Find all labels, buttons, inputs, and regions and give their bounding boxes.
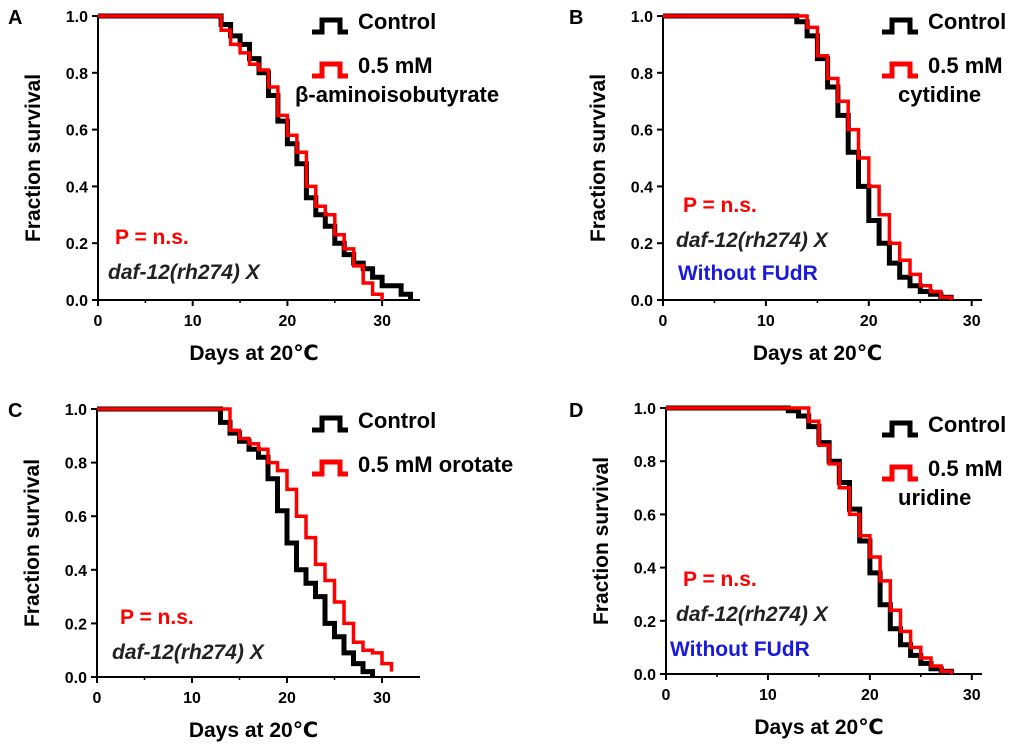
y-tick-label: 0.6: [634, 507, 656, 524]
legend-swatch: [312, 61, 348, 79]
x-tick-label: 30: [963, 687, 981, 704]
annotation-1: P = n.s.: [120, 606, 194, 629]
y-tick-label: 1.0: [631, 9, 653, 26]
y-tick-label: 0.8: [634, 454, 656, 471]
legend-label: 0.5 mM: [928, 53, 1003, 78]
x-tick-label: 20: [860, 313, 878, 330]
y-axis-title: Fraction survival: [587, 74, 610, 242]
x-tick-label: 10: [759, 687, 777, 704]
x-tick-label: 20: [279, 313, 297, 330]
legend-swatch: [882, 420, 918, 438]
x-axis-title: Days at 20℃: [189, 719, 318, 742]
y-tick-label: 0.2: [634, 614, 656, 631]
y-tick-label: 0.0: [634, 667, 656, 684]
y-tick-label: 0.4: [631, 179, 653, 196]
panel-d: D 0.0 0.2 0.4 0.6 0.8 1.0 0 10 20 30 Days at 20℃ Fra…: [569, 400, 1006, 739]
annotation-2: daf-12(rh274) X: [108, 261, 262, 284]
legend-label-line2: cytidine: [898, 82, 981, 107]
legend-label: Control: [358, 408, 436, 433]
annotation-2: daf-12(rh274) X: [676, 603, 830, 626]
panel-c: C 0.0 0.2 0.4 0.6 0.8 1.0 0 10 20 30 Days at 20℃ Fra…: [8, 400, 513, 742]
y-tick-label: 0.4: [65, 563, 87, 580]
series-control-line: [97, 406, 375, 677]
legend-swatch: [312, 415, 348, 433]
legend-swatch: [882, 17, 918, 35]
y-axis-title: Fraction survival: [590, 457, 613, 625]
y-tick-label: 0.0: [631, 293, 653, 310]
annotation-2: daf-12(rh274) X: [676, 229, 830, 252]
annotation-3: Without FUdR: [670, 638, 810, 661]
y-tick-label: 0.2: [66, 236, 88, 253]
annotation-1: P = n.s.: [683, 568, 757, 591]
y-tick-label: 0.4: [66, 179, 88, 196]
legend-label-line2: uridine: [898, 485, 971, 510]
y-tick-label: 0.6: [66, 123, 88, 140]
panel-letter: D: [569, 400, 583, 422]
y-tick-label: 0.6: [631, 123, 653, 140]
y-tick-label: 1.0: [66, 9, 88, 26]
x-axis-title: Days at 20℃: [754, 716, 883, 739]
series-treatment-line: [663, 14, 953, 300]
series-treatment-line: [666, 406, 954, 674]
legend-swatch: [882, 464, 918, 482]
series-control-line: [98, 13, 413, 300]
annotation-3: Without FUdR: [678, 262, 818, 285]
y-tick-label: 0.6: [65, 509, 87, 526]
y-tick-label: 0.8: [631, 66, 653, 83]
x-tick-label: 20: [278, 690, 296, 707]
x-tick-label: 0: [659, 313, 668, 330]
y-tick-label: 0.0: [66, 293, 88, 310]
x-tick-label: 0: [662, 687, 671, 704]
panel-letter: A: [8, 7, 22, 29]
legend-swatch: [312, 17, 348, 35]
y-tick-label: 1.0: [634, 401, 656, 418]
legend-swatch: [312, 459, 348, 477]
x-tick-label: 0: [93, 690, 102, 707]
series-treatment-line: [97, 407, 394, 672]
y-tick-label: 0.0: [65, 670, 87, 687]
series-treatment-line: [98, 14, 384, 300]
y-axis-title: Fraction survival: [22, 74, 45, 242]
legend-swatch: [882, 61, 918, 79]
annotation-2: daf-12(rh274) X: [112, 641, 266, 664]
y-tick-label: 0.2: [65, 616, 87, 633]
annotation-1: P = n.s.: [115, 226, 189, 249]
x-tick-label: 0: [94, 313, 103, 330]
legend-label: 0.5 mM orotate: [358, 452, 513, 477]
x-tick-label: 10: [757, 313, 775, 330]
x-tick-label: 20: [861, 687, 879, 704]
y-tick-label: 0.8: [65, 456, 87, 473]
legend-label-line2: β-aminoisobutyrate: [295, 82, 499, 107]
y-tick-label: 0.2: [631, 236, 653, 253]
x-tick-label: 10: [184, 313, 202, 330]
x-tick-label: 10: [183, 690, 201, 707]
x-tick-label: 30: [373, 313, 391, 330]
annotation-1: P = n.s.: [683, 194, 757, 217]
legend-label: 0.5 mM: [358, 53, 433, 78]
y-tick-label: 0.4: [634, 561, 656, 578]
series-control-line: [666, 405, 954, 674]
series-control-line: [663, 13, 954, 300]
panel-b: B 0.0 0.2 0.4 0.6 0.8 1.0 0 10 20 30 Days at 20℃ Fra…: [569, 7, 1006, 365]
legend-label: Control: [358, 9, 436, 34]
y-tick-label: 1.0: [65, 402, 87, 419]
x-axis-title: Days at 20℃: [189, 342, 318, 365]
x-tick-label: 30: [963, 313, 981, 330]
panel-a: A 0.0 0.2 0.4 0.6 0.8 1.0 0 10 20 30 Days at 20℃ Fra…: [8, 7, 499, 365]
x-axis-title: Days at 20℃: [753, 342, 882, 365]
legend-label: Control: [928, 9, 1006, 34]
y-axis-title: Fraction survival: [21, 459, 44, 627]
panel-letter: C: [8, 400, 22, 422]
legend-label: Control: [928, 412, 1006, 437]
y-tick-label: 0.8: [66, 66, 88, 83]
legend-label: 0.5 mM: [928, 456, 1003, 481]
panel-letter: B: [569, 7, 583, 29]
x-tick-label: 30: [373, 690, 391, 707]
